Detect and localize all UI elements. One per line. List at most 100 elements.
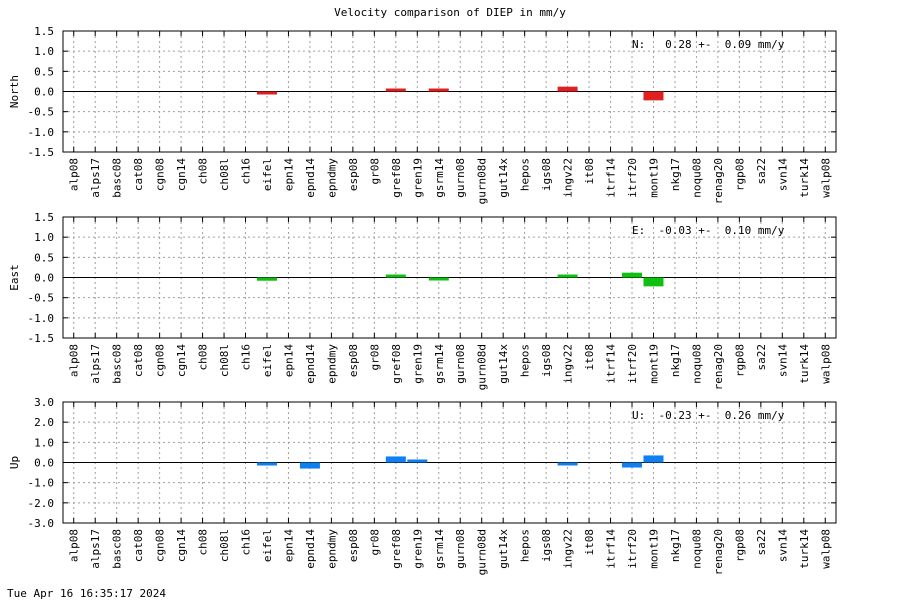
panel-3-xtick-label: gurn08d	[476, 529, 489, 575]
panel-3-xtick-label: epndmy	[325, 529, 338, 569]
panel-2-xtick-label: turk14	[798, 344, 811, 384]
panel-3-bar-ingv22	[557, 462, 578, 466]
panel-1-xtick-label: esp08	[347, 158, 360, 191]
panel-2-ytick-label: -1.5	[28, 332, 55, 345]
panel-2-xtick-label: gut14x	[497, 344, 510, 384]
panel-2-xtick-label: ch08	[197, 344, 210, 371]
panel-3-xtick-label: basc08	[111, 529, 124, 569]
panel-1-xtick-label: mont19	[647, 158, 660, 198]
panel-3-xtick-label: gren19	[411, 529, 424, 569]
panel-1-ytick-label: -0.5	[28, 106, 55, 119]
panel-1-xtick-label: hepos	[519, 158, 532, 191]
panel-3-xtick-label: gut14x	[497, 529, 510, 569]
panel-3-xtick-label: cat08	[132, 529, 145, 562]
panel-2-xtick-label: basc08	[111, 344, 124, 384]
panel-1-xtick-label: svn14	[776, 158, 789, 191]
panel-3-xtick-label: cgn08	[154, 529, 167, 562]
panel-2-xtick-label: renag20	[712, 344, 725, 390]
panel-1-ytick-label: 1.5	[34, 25, 54, 38]
panel-2-bar-gref08	[385, 274, 406, 278]
panel-3-xtick-label: epnd14	[304, 529, 317, 569]
panel-2-xtick-label: gurn08d	[476, 344, 489, 390]
panel-2-xtick-label: cgn08	[154, 344, 167, 377]
panel-1-xtick-label: epn14	[282, 158, 295, 191]
panel-3-xtick-label: renag20	[712, 529, 725, 575]
panel-3-frame	[62, 401, 837, 524]
panel-2-xtick-label: itrf20	[626, 344, 639, 384]
panel-2-bar-gsrm14	[428, 277, 449, 281]
panel-1-xtick-label: basc08	[111, 158, 124, 198]
panel-1-xtick-label: gren19	[411, 158, 424, 198]
panel-3-xtick-label: cgn14	[175, 529, 188, 562]
panel-1-frame	[62, 30, 837, 153]
panel-3-bar-mont19	[643, 455, 664, 463]
panel-2-ytick-label: 0.5	[34, 251, 54, 264]
panel-2-xtick-label: eifel	[261, 344, 274, 377]
panel-1-ytick-label: 0.5	[34, 65, 54, 78]
panel-3-bar-gref08	[385, 456, 406, 463]
panel-3-xtick-label: gr08	[368, 529, 381, 556]
panel-2-ylabel: East	[8, 264, 21, 291]
panel-1-xtick-label: ch08	[197, 158, 210, 185]
panel-3-xtick-label: ch08	[197, 529, 210, 556]
panel-1-xtick-label: sa22	[755, 158, 768, 185]
panel-3-xtick-label: ingv22	[562, 529, 575, 569]
panel-1-xtick-label: epndmy	[325, 158, 338, 198]
panel-2-xtick-label: alps17	[89, 344, 102, 384]
panel-1-xtick-label: ch16	[240, 158, 253, 185]
panel-3-ytick-label: 3.0	[34, 396, 54, 409]
panel-3-xtick-label: svn14	[776, 529, 789, 562]
panel-1-xtick-label: rgp08	[733, 158, 746, 191]
panel-1-bar-eifel	[256, 91, 277, 95]
panel-1-xtick-label: cat08	[132, 158, 145, 191]
panel-2-xtick-label: cat08	[132, 344, 145, 377]
panel-2-bar-eifel	[256, 277, 277, 281]
panel-1-xtick-label: it08	[583, 158, 596, 185]
panel-3-ytick-label: 0.0	[34, 457, 54, 470]
panel-1-xtick-label: gut14x	[497, 158, 510, 198]
panel-2-bar-mont19	[643, 277, 664, 287]
panel-1-ytick-label: -1.0	[28, 126, 55, 139]
panel-1-bar-ingv22	[557, 86, 578, 92]
panel-2-xtick-label: ch08l	[218, 344, 231, 377]
panel-2-bar-ingv22	[557, 274, 578, 278]
panel-3-xtick-label: sa22	[755, 529, 768, 556]
panel-2-xtick-label: gurn08	[454, 344, 467, 384]
panel-2-xtick-label: noqu08	[690, 344, 703, 384]
panel-1-xtick-label: walp08	[819, 158, 832, 198]
panel-1-xtick-label: gr08	[368, 158, 381, 185]
panel-2-xtick-label: it08	[583, 344, 596, 371]
panel-3-xtick-label: turk14	[798, 529, 811, 569]
panel-1-xtick-label: renag20	[712, 158, 725, 204]
panel-3-xtick-label: gurn08	[454, 529, 467, 569]
panel-1-ytick-label: -1.5	[28, 146, 55, 159]
panel-3-xtick-label: mont19	[647, 529, 660, 569]
panel-1-xtick-label: cgn08	[154, 158, 167, 191]
panel-1-xtick-label: turk14	[798, 158, 811, 198]
panel-2-xtick-label: ch16	[240, 344, 253, 371]
panel-3-xtick-label: itrf20	[626, 529, 639, 569]
panel-3-xtick-label: noqu08	[690, 529, 703, 569]
panel-2-xtick-label: esp08	[347, 344, 360, 377]
panel-1-xtick-label: itrf20	[626, 158, 639, 198]
panel-3-bar-eifel	[256, 462, 277, 466]
panel-1-bar-mont19	[643, 91, 664, 101]
panel-3-xtick-label: ch16	[240, 529, 253, 556]
panel-2-xtick-label: walp08	[819, 344, 832, 384]
panel-2-xtick-label: sa22	[755, 344, 768, 371]
panel-1-ylabel: North	[8, 75, 21, 108]
panel-2-ytick-label: 0.0	[34, 272, 54, 285]
panel-1-xtick-label: gref08	[390, 158, 403, 198]
panel-1-xtick-label: gurn08d	[476, 158, 489, 204]
panel-3-ytick-label: -3.0	[28, 517, 55, 530]
panel-2-xtick-label: gref08	[390, 344, 403, 384]
panel-1-xtick-label: gsrm14	[433, 158, 446, 198]
panel-1-xtick-label: alps17	[89, 158, 102, 198]
panel-3-ytick-label: 2.0	[34, 416, 54, 429]
panel-2-xtick-label: nkg17	[669, 344, 682, 377]
panel-2-ytick-label: 1.0	[34, 231, 54, 244]
panel-2-xtick-label: ingv22	[562, 344, 575, 384]
panel-2-xtick-label: rgp08	[733, 344, 746, 377]
panel-2-xtick-label: alp08	[68, 344, 81, 377]
panel-3-xtick-label: ch08l	[218, 529, 231, 562]
